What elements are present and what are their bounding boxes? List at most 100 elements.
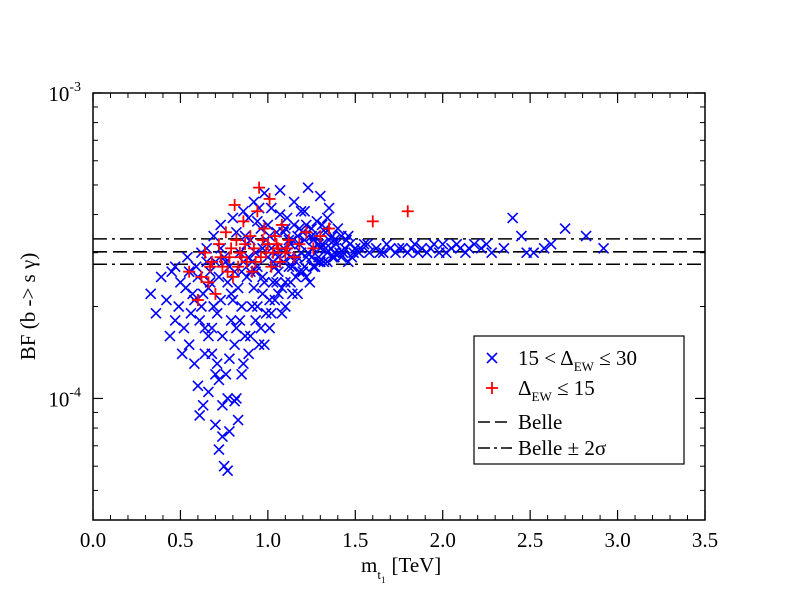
data-point <box>300 226 313 239</box>
x-tick-label: 2.5 <box>517 528 543 552</box>
data-point <box>223 353 235 365</box>
data-point <box>269 294 281 306</box>
data-point <box>160 294 173 306</box>
data-point <box>155 271 167 283</box>
y-tick-label: 10-3 <box>48 80 81 106</box>
data-point <box>288 219 300 231</box>
data-point <box>188 358 200 370</box>
data-point <box>247 242 260 255</box>
data-point <box>185 307 197 319</box>
data-point <box>323 202 335 214</box>
data-point <box>323 222 336 235</box>
data-point <box>299 205 311 217</box>
data-point <box>282 234 295 247</box>
data-point <box>342 256 354 268</box>
data-point <box>335 251 347 263</box>
data-point <box>211 358 223 370</box>
legend-marker-plus <box>486 382 498 394</box>
data-point <box>183 265 196 278</box>
data-point <box>342 230 354 242</box>
data-point <box>246 300 258 313</box>
data-point <box>265 202 277 214</box>
data-point <box>250 314 262 327</box>
data-point <box>361 238 374 250</box>
data-point <box>374 247 386 259</box>
data-point <box>216 431 228 443</box>
data-point <box>268 230 281 243</box>
data-point <box>215 219 227 231</box>
data-point <box>178 322 190 334</box>
data-point <box>225 242 238 255</box>
data-point <box>229 339 241 351</box>
data-point <box>265 307 277 319</box>
data-point <box>235 251 248 264</box>
data-point <box>253 339 265 351</box>
legend-label: Belle ± 2σ <box>518 436 606 460</box>
data-point <box>286 288 298 300</box>
data-point <box>251 205 264 218</box>
data-point <box>451 238 463 250</box>
data-point <box>243 348 255 360</box>
series-red-plus <box>183 181 414 307</box>
data-point <box>180 282 192 294</box>
data-point <box>219 226 232 239</box>
data-point <box>276 307 288 319</box>
data-point <box>265 260 278 273</box>
data-point <box>498 242 510 254</box>
data-point <box>258 222 271 235</box>
data-point <box>274 184 286 196</box>
data-point <box>302 182 314 194</box>
data-point <box>220 368 232 380</box>
data-point <box>507 212 519 224</box>
data-point <box>440 247 452 259</box>
data-point <box>213 271 225 283</box>
data-point <box>206 322 218 334</box>
data-point <box>236 368 248 380</box>
data-point <box>263 192 276 205</box>
x-tick-label: 1.0 <box>255 528 281 552</box>
data-point <box>230 392 242 405</box>
data-point <box>437 238 449 250</box>
data-point <box>295 205 307 217</box>
data-point <box>191 294 204 307</box>
data-point <box>279 300 291 313</box>
data-point <box>275 218 288 231</box>
data-point <box>246 265 259 278</box>
data-point <box>321 212 333 224</box>
data-point <box>271 276 283 288</box>
data-point <box>216 260 229 273</box>
data-point <box>260 307 272 319</box>
data-point <box>253 181 266 194</box>
data-point <box>393 242 405 254</box>
data-point <box>363 247 375 259</box>
data-point <box>232 260 245 273</box>
data-point <box>222 465 234 477</box>
x-tick-label: 0.0 <box>80 528 106 552</box>
y-axis-label: BF (b -> s γ) <box>16 253 40 360</box>
data-point <box>237 215 250 228</box>
data-point <box>221 265 234 278</box>
data-point <box>307 242 320 255</box>
data-point <box>190 261 202 273</box>
data-point <box>288 196 300 208</box>
data-point <box>232 414 244 426</box>
data-point <box>332 222 344 235</box>
data-point <box>223 425 235 437</box>
data-point <box>274 208 286 221</box>
data-point <box>211 307 223 319</box>
data-point <box>213 444 225 456</box>
data-point <box>260 246 273 259</box>
data-point <box>347 247 360 259</box>
data-point <box>181 251 193 263</box>
data-point <box>244 330 256 342</box>
y-tick-label: 10-4 <box>48 385 81 411</box>
data-point <box>225 314 237 327</box>
data-point <box>199 348 211 360</box>
data-point <box>255 322 267 334</box>
data-point <box>226 270 239 283</box>
data-point <box>288 251 301 264</box>
data-point <box>366 215 379 228</box>
data-point <box>270 238 283 251</box>
data-point <box>468 238 480 250</box>
